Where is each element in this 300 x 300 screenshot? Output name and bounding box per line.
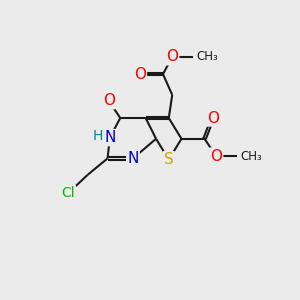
Text: O: O xyxy=(207,110,219,125)
Text: H: H xyxy=(93,129,103,143)
Text: CH₃: CH₃ xyxy=(196,50,218,63)
Text: O: O xyxy=(210,148,222,164)
Text: CH₃: CH₃ xyxy=(240,150,262,163)
Text: N: N xyxy=(127,151,139,166)
Text: Cl: Cl xyxy=(61,186,75,200)
Text: O: O xyxy=(134,67,146,82)
Text: O: O xyxy=(103,93,115,108)
Text: O: O xyxy=(166,49,178,64)
Text: S: S xyxy=(164,152,174,167)
Text: N: N xyxy=(104,130,116,145)
